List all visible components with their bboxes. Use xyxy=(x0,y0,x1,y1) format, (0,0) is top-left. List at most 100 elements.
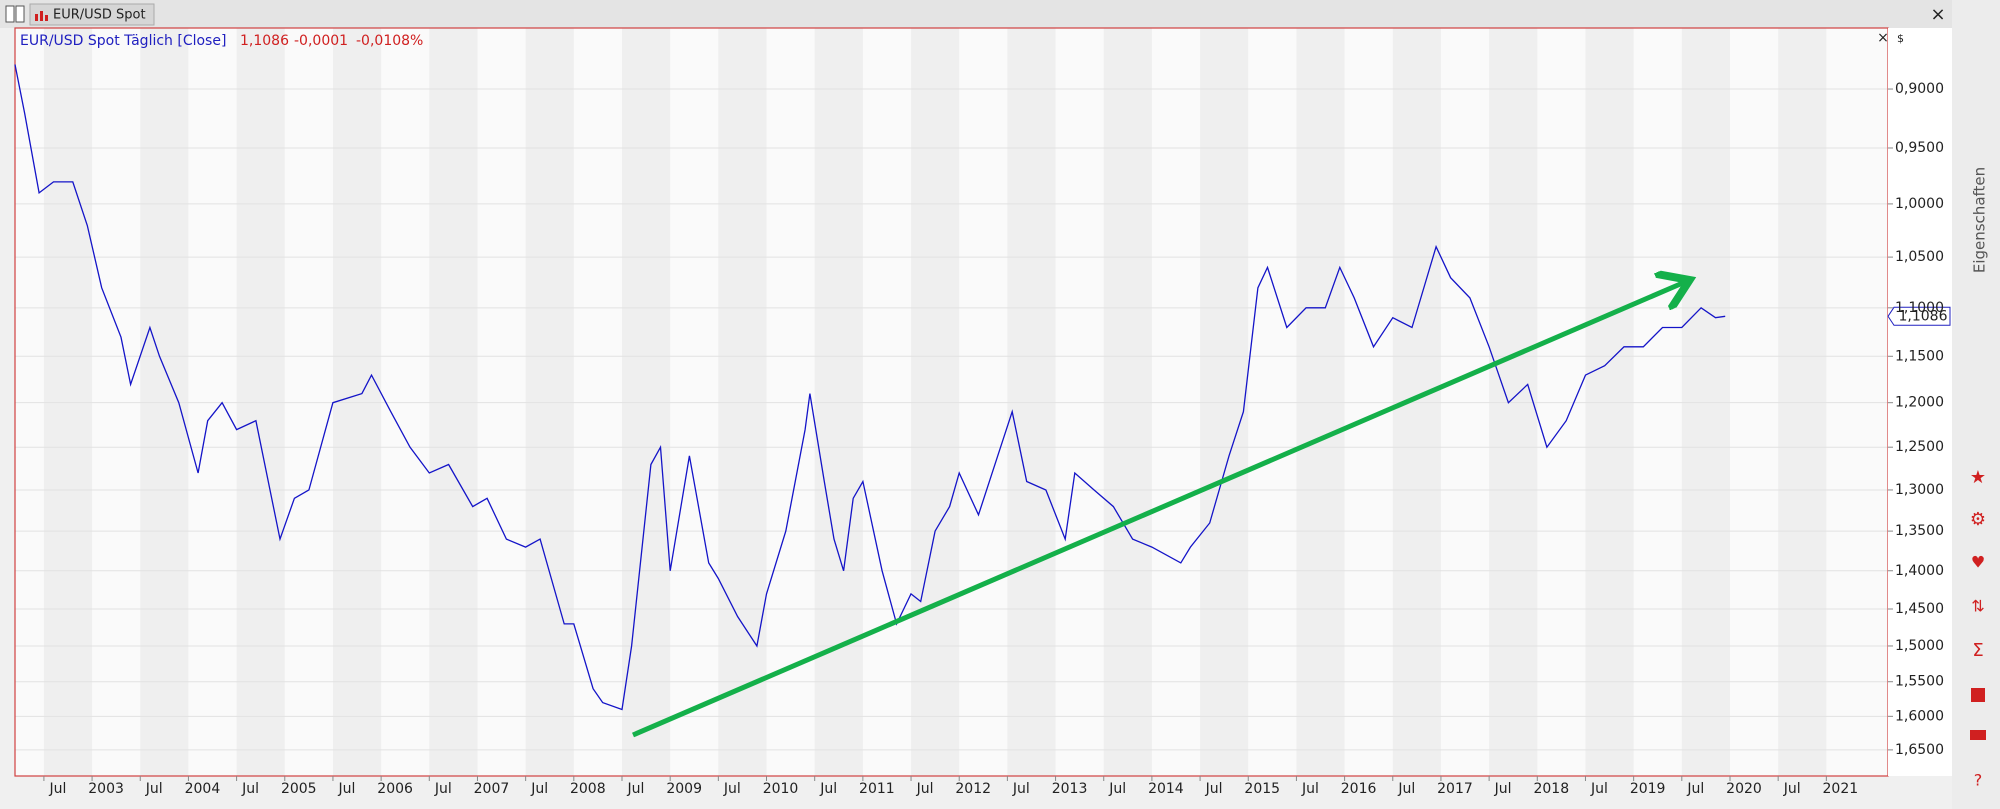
tab-icon xyxy=(40,11,43,21)
y-tick-label: 1,0000 xyxy=(1895,196,1944,212)
x-tick-label: 2003 xyxy=(88,781,124,797)
x-tick-label: 2009 xyxy=(666,781,702,797)
tab-icon xyxy=(35,14,38,21)
x-tick-label: 2010 xyxy=(763,781,799,797)
x-tick-label: Jul xyxy=(819,781,837,797)
sort-icon[interactable]: ⇅ xyxy=(1971,597,1984,616)
x-tick-label: Jul xyxy=(1397,781,1415,797)
price-line xyxy=(14,64,1726,711)
time-band xyxy=(1778,28,1827,776)
x-tick-label: 2018 xyxy=(1533,781,1569,797)
x-tick-label: 2020 xyxy=(1726,781,1762,797)
time-band xyxy=(43,28,93,776)
x-tick-label: Jul xyxy=(627,781,645,797)
legend-change-pct: -0,0108% xyxy=(356,33,423,49)
y-tick-label: 1,2500 xyxy=(1895,439,1944,455)
time-band xyxy=(1007,28,1056,776)
y-tick-label: 1,5500 xyxy=(1895,674,1944,690)
layout-icon[interactable] xyxy=(15,5,25,23)
x-tick-label: 2016 xyxy=(1341,781,1377,797)
x-tick-label: 2019 xyxy=(1630,781,1666,797)
legend-change: -0,0001 xyxy=(294,33,348,49)
x-tick-label: Jul xyxy=(337,781,355,797)
trend-arrow xyxy=(632,282,1685,738)
x-tick-label: Jul xyxy=(1205,781,1223,797)
time-band xyxy=(1103,28,1152,776)
time-band xyxy=(1200,28,1249,776)
tab-icon xyxy=(45,15,48,21)
time-band xyxy=(718,28,767,776)
y-tick-label: 1,4500 xyxy=(1895,601,1944,617)
favorite-icon[interactable]: ★ xyxy=(1970,467,1986,488)
x-tick-label: Jul xyxy=(1301,781,1319,797)
close-button[interactable]: × xyxy=(1930,4,1945,25)
download-icon[interactable] xyxy=(1970,730,1986,740)
x-tick-label: Jul xyxy=(1783,781,1801,797)
settings-icon[interactable]: ⚙ xyxy=(1970,509,1986,530)
x-tick-label: Jul xyxy=(145,781,163,797)
side-panel-label[interactable]: Eigenschaften xyxy=(1971,167,1989,273)
time-band xyxy=(429,28,478,776)
x-tick-label: 2004 xyxy=(185,781,221,797)
time-band xyxy=(621,28,671,776)
x-tick-label: 2017 xyxy=(1437,781,1473,797)
y-tick-label: 1,4000 xyxy=(1895,563,1944,579)
y-tick-label: 1,3500 xyxy=(1895,523,1944,539)
x-tick-label: Jul xyxy=(530,781,548,797)
tab-label: EUR/USD Spot xyxy=(53,8,146,23)
x-tick-label: 2006 xyxy=(377,781,413,797)
x-tick-label: Jul xyxy=(241,781,259,797)
x-tick-label: 2015 xyxy=(1244,781,1280,797)
last-value-label: 1,1086 xyxy=(1899,308,1948,324)
legend-last: 1,1086 xyxy=(240,33,289,49)
time-band xyxy=(140,28,189,776)
legend-name: EUR/USD Spot Täglich [Close] xyxy=(20,33,226,49)
y-tick-label: 1,1500 xyxy=(1895,348,1944,364)
x-tick-label: Jul xyxy=(1494,781,1512,797)
x-tick-label: Jul xyxy=(1686,781,1704,797)
x-tick-label: 2013 xyxy=(1052,781,1088,797)
time-band xyxy=(1489,28,1538,776)
close-panel[interactable]: × xyxy=(1877,30,1889,46)
print-icon[interactable] xyxy=(1971,688,1985,702)
sum-icon[interactable]: Σ xyxy=(1972,640,1983,661)
tab[interactable] xyxy=(29,3,155,26)
time-band xyxy=(1296,28,1345,776)
y-tick-label: 0,9000 xyxy=(1895,81,1944,97)
x-tick-label: 2005 xyxy=(281,781,317,797)
layout-icon[interactable] xyxy=(5,5,15,23)
x-tick-label: 2007 xyxy=(474,781,510,797)
x-tick-label: 2011 xyxy=(859,781,895,797)
time-band xyxy=(1392,28,1441,776)
x-tick-label: Jul xyxy=(1108,781,1126,797)
title-bar xyxy=(0,0,1952,28)
help-icon[interactable]: ? xyxy=(1974,771,1983,790)
y-tick-label: 1,1000 xyxy=(1895,300,1944,316)
x-tick-label: 2008 xyxy=(570,781,606,797)
time-band xyxy=(236,28,285,776)
y-tick-label: 1,2000 xyxy=(1895,395,1944,411)
time-band xyxy=(814,28,863,776)
x-tick-label: Jul xyxy=(916,781,934,797)
y-tick-label: 0,9500 xyxy=(1895,140,1944,156)
time-band xyxy=(332,28,382,776)
y-tick-label: 1,0500 xyxy=(1895,249,1944,265)
currency: $ xyxy=(1897,32,1904,45)
x-tick-label: Jul xyxy=(723,781,741,797)
y-tick-label: 1,6500 xyxy=(1895,742,1944,758)
x-tick-label: 2021 xyxy=(1823,781,1859,797)
y-axis-panel xyxy=(1888,28,1952,776)
time-band xyxy=(911,28,960,776)
time-band xyxy=(525,28,574,776)
y-tick-label: 1,3000 xyxy=(1895,482,1944,498)
y-tick-label: 1,6000 xyxy=(1895,708,1944,724)
x-tick-label: Jul xyxy=(434,781,452,797)
time-band xyxy=(1585,28,1634,776)
x-tick-label: 2014 xyxy=(1148,781,1184,797)
last-value-marker xyxy=(1887,306,1951,326)
side-panel xyxy=(1952,0,2000,809)
x-tick-label: 2012 xyxy=(955,781,991,797)
tool-icon[interactable]: ♥ xyxy=(1971,553,1985,572)
x-tick-label: Jul xyxy=(1012,781,1030,797)
